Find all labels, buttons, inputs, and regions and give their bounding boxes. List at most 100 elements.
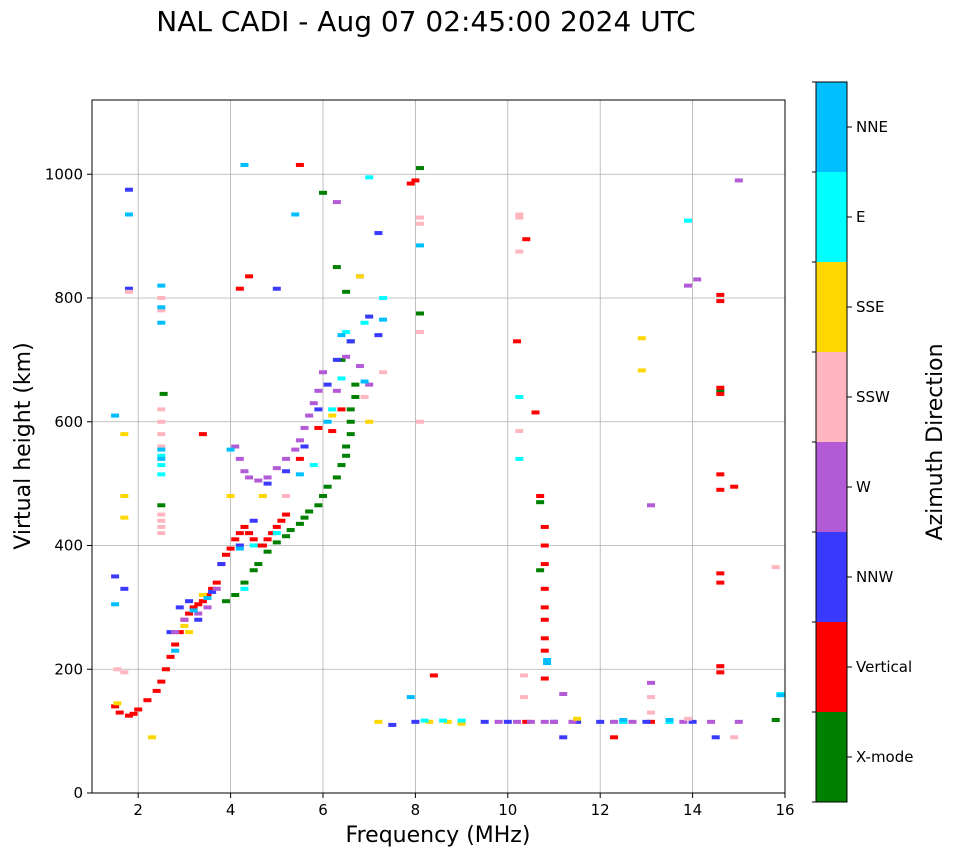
echo-point-e bbox=[309, 463, 318, 468]
echo-point-vertical bbox=[730, 484, 739, 489]
echo-point-nnw bbox=[374, 333, 383, 338]
echo-point-vertical bbox=[161, 667, 170, 672]
echo-point-vertical bbox=[212, 580, 221, 585]
echo-point-nne bbox=[157, 456, 166, 461]
echo-point-w bbox=[647, 680, 656, 685]
echo-point-nne bbox=[360, 379, 369, 384]
echo-point-nnw bbox=[711, 735, 720, 740]
colorbar-label: Vertical bbox=[856, 658, 912, 676]
echo-point-vertical bbox=[282, 512, 291, 517]
echo-point-x-mode bbox=[282, 534, 291, 539]
echo-point-nnw bbox=[208, 589, 217, 594]
data-points bbox=[111, 162, 785, 740]
echo-point-x-mode bbox=[332, 265, 341, 270]
echo-point-e bbox=[439, 718, 448, 723]
echo-point-ssw bbox=[157, 444, 166, 449]
echo-point-ssw bbox=[416, 330, 425, 335]
colorbar-label: NNE bbox=[856, 118, 888, 136]
x-tick-label: 14 bbox=[683, 801, 702, 819]
echo-point-sse bbox=[180, 623, 189, 628]
echo-point-w bbox=[707, 719, 716, 724]
echo-point-ssw bbox=[519, 695, 528, 700]
echo-point-ssw bbox=[124, 289, 133, 294]
echo-point-nnw bbox=[185, 599, 194, 604]
echo-point-vertical bbox=[198, 432, 207, 437]
echo-point-nnw bbox=[374, 231, 383, 236]
x-axis-ticks: 2 4 6 8 10 12 14 16 bbox=[133, 793, 795, 819]
colorbar-segment bbox=[816, 352, 847, 442]
echo-point-nnw bbox=[249, 518, 258, 523]
echo-point-nnw bbox=[642, 719, 651, 724]
echo-point-x-mode bbox=[536, 500, 545, 505]
x-tick-label: 10 bbox=[498, 801, 517, 819]
echo-point-e bbox=[379, 296, 388, 300]
colorbar-label: X-mode bbox=[856, 748, 913, 766]
echo-point-vertical bbox=[185, 611, 194, 616]
echo-point-x-mode bbox=[337, 357, 346, 362]
y-axis-ticks: 0 200 400 600 800 1000 bbox=[45, 165, 92, 802]
echo-point-vertical bbox=[716, 580, 725, 585]
y-tick-label: 400 bbox=[54, 537, 83, 555]
echo-point-w bbox=[254, 478, 263, 483]
echo-point-sse bbox=[258, 494, 267, 498]
colorbar-label: E bbox=[856, 208, 865, 226]
echo-point-nnw bbox=[573, 719, 582, 724]
y-tick-label: 800 bbox=[54, 289, 83, 307]
echo-point-ssw bbox=[157, 308, 166, 313]
echo-point-e bbox=[342, 330, 351, 335]
echo-point-vertical bbox=[716, 391, 725, 396]
echo-point-nne bbox=[406, 695, 415, 700]
echo-point-vertical bbox=[115, 710, 124, 715]
echo-point-x-mode bbox=[319, 190, 327, 195]
echo-point-ssw bbox=[157, 419, 166, 424]
echo-point-nnw bbox=[388, 722, 397, 727]
echo-point-e bbox=[515, 456, 524, 461]
echo-point-nnw bbox=[365, 314, 374, 319]
echo-point-x-mode bbox=[346, 432, 355, 437]
echo-point-x-mode bbox=[263, 549, 272, 554]
colorbar-segment bbox=[816, 172, 847, 262]
echo-point-vertical bbox=[540, 524, 549, 529]
x-tick-label: 16 bbox=[775, 801, 794, 819]
echo-point-x-mode bbox=[286, 528, 295, 533]
echo-point-w bbox=[494, 719, 503, 724]
echo-point-sse bbox=[148, 735, 157, 740]
echo-point-w bbox=[610, 719, 619, 724]
echo-point-vertical bbox=[716, 670, 725, 675]
echo-point-vertical bbox=[513, 339, 522, 344]
echo-point-nne bbox=[416, 243, 425, 248]
x-axis-title: Frequency (MHz) bbox=[346, 823, 531, 848]
echo-point-vertical bbox=[277, 518, 286, 523]
echo-point-w bbox=[291, 447, 300, 452]
echo-point-nne bbox=[543, 661, 552, 666]
echo-point-w bbox=[734, 719, 743, 724]
echo-point-sse bbox=[113, 701, 122, 706]
echo-point-x-mode bbox=[305, 509, 314, 514]
echo-point-x-mode bbox=[272, 540, 281, 545]
echo-point-ssw bbox=[515, 215, 524, 220]
echo-point-nne bbox=[124, 212, 133, 217]
echo-point-vertical bbox=[175, 630, 184, 635]
chart-title: NAL CADI - Aug 07 02:45:00 2024 UTC bbox=[156, 5, 695, 38]
echo-point-nne bbox=[157, 447, 166, 452]
echo-point-w bbox=[263, 475, 272, 480]
echo-point-x-mode bbox=[716, 388, 725, 393]
echo-point-vertical bbox=[540, 676, 549, 681]
echo-point-vertical bbox=[245, 531, 254, 536]
echo-point-vertical bbox=[522, 237, 531, 242]
echo-point-ssw bbox=[113, 667, 122, 672]
echo-point-ssw bbox=[157, 512, 166, 517]
echo-point-x-mode bbox=[157, 503, 166, 508]
echo-point-x-mode bbox=[342, 444, 351, 449]
echo-point-vertical bbox=[716, 385, 725, 390]
colorbar-segment bbox=[816, 712, 847, 802]
plot-frame bbox=[91, 99, 786, 794]
echo-point-nnw bbox=[346, 339, 355, 344]
echo-point-sse bbox=[573, 716, 582, 721]
echo-point-e bbox=[328, 407, 337, 412]
echo-point-nne bbox=[543, 657, 552, 662]
echo-point-e bbox=[683, 218, 692, 223]
echo-point-vertical bbox=[111, 704, 120, 709]
y-tick-label: 1000 bbox=[45, 165, 83, 183]
echo-point-ssw bbox=[771, 565, 780, 570]
